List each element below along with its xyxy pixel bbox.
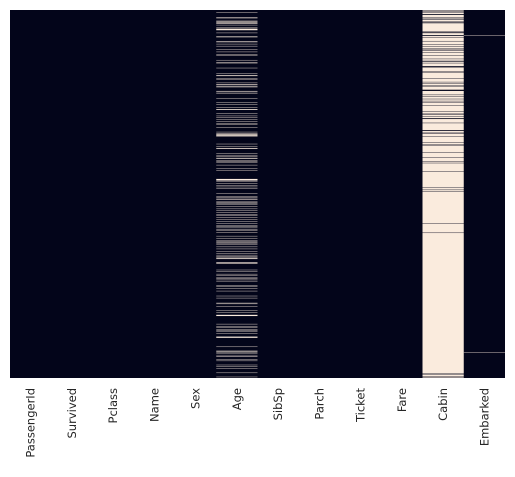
x-tick-label: Fare xyxy=(395,388,409,412)
heatmap-cell xyxy=(422,123,464,131)
heatmap-cell xyxy=(422,163,464,172)
heatmap-cell xyxy=(422,233,464,374)
heatmap-cell xyxy=(422,190,464,192)
heatmap-cell xyxy=(422,17,464,19)
x-tick-label: Pclass xyxy=(106,388,120,423)
x-tick-label: Age xyxy=(230,388,244,410)
heatmap-cell xyxy=(422,23,464,32)
heatmap-cell xyxy=(422,67,464,72)
heatmap-cell xyxy=(216,41,258,43)
heatmap-cell xyxy=(422,63,464,67)
heatmap-cell xyxy=(422,71,464,73)
heatmap-cell xyxy=(422,41,464,45)
heatmap-cell xyxy=(216,262,258,264)
heatmap-cell xyxy=(216,22,258,24)
heatmap-cell xyxy=(216,178,258,181)
heatmap-cell xyxy=(422,188,464,190)
heatmap-cell xyxy=(422,37,464,41)
x-tick-label: PassengerId xyxy=(24,388,38,458)
heatmap-cell xyxy=(216,157,258,159)
x-tick-label: Cabin xyxy=(436,388,450,421)
x-axis-ticks: PassengerId Survived Pclass Name Sex Age SibSp… xyxy=(24,388,492,458)
heatmap-cell xyxy=(422,14,464,18)
heatmap-cell xyxy=(422,133,464,137)
heatmap-cell xyxy=(422,145,464,153)
heatmap-cell xyxy=(422,101,464,103)
heatmap-cell xyxy=(422,111,464,114)
heatmap-cell xyxy=(216,314,258,317)
heatmap-cell xyxy=(422,95,464,97)
heatmap-cell xyxy=(216,36,258,38)
x-tick-label: Ticket xyxy=(354,388,368,424)
heatmap-cell xyxy=(216,133,258,135)
heatmap-cell xyxy=(422,116,464,119)
heatmap-cell xyxy=(422,374,464,377)
heatmap-cell xyxy=(216,147,258,149)
heatmap-cell xyxy=(422,191,464,224)
heatmap-cell xyxy=(216,84,258,86)
heatmap-cell xyxy=(422,21,464,23)
x-tick-label: Embarked xyxy=(477,388,491,446)
heatmap-cell xyxy=(422,55,464,59)
heatmap-cell xyxy=(422,33,464,36)
heatmap-cell xyxy=(422,61,464,63)
x-tick-label: Sex xyxy=(189,388,203,409)
heatmap-cell xyxy=(216,21,258,23)
heatmap-cell xyxy=(422,19,464,22)
heatmap-cell xyxy=(422,46,464,48)
heatmap-cell xyxy=(216,109,258,110)
heatmap-cell xyxy=(422,131,464,133)
x-tick-label: Parch xyxy=(312,388,326,420)
heatmap-cell xyxy=(422,82,464,84)
x-tick-label: Name xyxy=(147,388,161,422)
heatmap-cell xyxy=(422,78,464,82)
heatmap-cell xyxy=(422,36,464,38)
heatmap-cell xyxy=(216,161,258,163)
heatmap-cell xyxy=(422,50,464,53)
heatmap-cells xyxy=(216,10,505,378)
heatmap-cell xyxy=(422,59,464,61)
heatmap-cell xyxy=(216,75,258,77)
heatmap-cell xyxy=(422,90,464,95)
x-tick-label: SibSp xyxy=(271,388,285,420)
heatmap-cell xyxy=(422,171,464,188)
heatmap-cell xyxy=(422,152,464,158)
heatmap-cell xyxy=(422,86,464,90)
heatmap-cell xyxy=(422,105,464,112)
heatmap-cell xyxy=(422,114,464,117)
heatmap-cell xyxy=(216,135,258,136)
heatmap-cell xyxy=(216,28,258,31)
x-tick-label: Survived xyxy=(65,388,79,439)
heatmap-cell xyxy=(422,52,464,56)
heatmap-cell xyxy=(422,136,464,143)
heatmap-cell xyxy=(422,119,464,123)
heatmap-cell xyxy=(422,223,464,233)
heatmap-cell xyxy=(216,86,258,88)
heatmap-cell xyxy=(422,72,464,79)
heatmap-cell xyxy=(422,96,464,99)
heatmap-cell xyxy=(422,12,464,15)
heatmap-cell xyxy=(422,102,464,106)
heatmap-cell xyxy=(216,258,258,260)
heatmap-cell xyxy=(422,142,464,145)
heatmap-cell xyxy=(422,161,464,163)
heatmap-cell xyxy=(216,337,258,338)
heatmap-cell xyxy=(422,48,464,50)
heatmap-cell xyxy=(422,99,464,101)
heatmap-cell xyxy=(422,44,464,47)
heatmap-cell xyxy=(216,350,258,352)
heatmap-cell xyxy=(422,373,464,375)
heatmap-cell xyxy=(422,11,464,13)
heatmap-cell xyxy=(422,83,464,86)
heatmap-cell xyxy=(216,242,258,244)
heatmap-cell xyxy=(422,157,464,162)
